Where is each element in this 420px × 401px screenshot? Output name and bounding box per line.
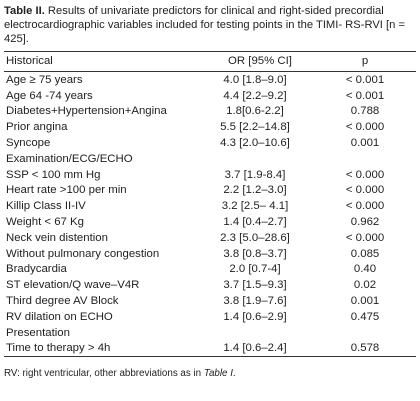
header-or-ci: OR [95% CI]: [228, 54, 292, 67]
header-rule: [4, 71, 416, 72]
footnote-end: .: [232, 368, 236, 380]
table-row: Without pulmonary congestion 3.8 [0.8–3.7…: [4, 246, 416, 262]
row-variable: ST elevation/Q wave–V4R: [6, 279, 140, 292]
row-variable: Third degree AV Block: [6, 295, 119, 308]
table-row: Presentation: [4, 325, 416, 341]
row-variable: Heart rate >100 per min: [6, 184, 127, 197]
row-variable: Without pulmonary congestion: [6, 247, 160, 260]
table-row: Age ≥ 75 years 4.0 [1.8–9.0] < 0.001: [4, 72, 416, 88]
row-or-ci: 2.3 [5.0–28.6]: [220, 231, 290, 244]
row-p-value: 0.475: [350, 310, 380, 323]
row-or-ci: 2.2 [1.2–3.0]: [223, 184, 287, 197]
row-variable: Time to therapy > 4h: [6, 342, 111, 355]
table-label: Table II.: [4, 5, 45, 17]
header-p: p: [361, 54, 369, 67]
row-p-value: < 0.001: [345, 73, 385, 86]
table-row: SSP < 100 mm Hg 3.7 [1.9-8.4] < 0.000: [4, 167, 416, 183]
row-p-value: < 0.001: [345, 89, 385, 102]
table-caption: Table II. Results of univariate predicto…: [4, 4, 416, 46]
row-variable: Killip Class II-IV: [6, 200, 86, 213]
row-variable: Age ≥ 75 years: [6, 73, 83, 86]
row-or-ci: 3.7 [1.9-8.4]: [224, 168, 286, 181]
footnote-ref: Table I: [203, 368, 233, 380]
table-row: Prior angina 5.5 [2.2–14.8] < 0.000: [4, 119, 416, 135]
row-or-ci: 3.2 [2.5– 4.1]: [221, 200, 289, 213]
row-or-ci: 3.8 [1.9–7.6]: [223, 295, 287, 308]
row-p-value: 0.02: [353, 279, 377, 292]
row-variable: Examination/ECG/ECHO: [6, 152, 133, 165]
header-historical: Historical: [6, 54, 53, 67]
row-p-value: < 0.000: [345, 184, 385, 197]
table-row: Age 64 -74 years 4.4 [2.2–9.2] < 0.001: [4, 88, 416, 104]
table-row: Heart rate >100 per min 2.2 [1.2–3.0] < 0.…: [4, 183, 416, 199]
table-row: Bradycardia 2.0 [0.7-4] 0.40: [4, 262, 416, 278]
row-p-value: 0.788: [350, 105, 380, 118]
row-variable: Diabetes+Hypertension+Angina: [6, 105, 167, 118]
table-row: Neck vein distention 2.3 [5.0–28.6] < 0.00…: [4, 230, 416, 246]
caption-text: Results of univariate predictors for cli…: [4, 5, 405, 45]
table-body: Age ≥ 75 years 4.0 [1.8–9.0] < 0.001 Age 64…: [4, 72, 416, 356]
row-variable: Syncope: [6, 137, 51, 150]
table-row: Third degree AV Block 3.8 [1.9–7.6] 0.001: [4, 293, 416, 309]
row-variable: Bradycardia: [6, 263, 67, 276]
row-p-value: < 0.000: [345, 168, 385, 181]
table-row: ST elevation/Q wave–V4R 3.7 [1.5–9.3] 0.02: [4, 277, 416, 293]
row-p-value: 0.962: [350, 216, 380, 229]
row-p-value: 0.001: [350, 137, 380, 150]
footnote-text: RV: right ventricular, other abbreviatio…: [4, 368, 204, 380]
row-variable: Prior angina: [6, 121, 68, 134]
table-figure: Table II. Results of univariate predicto…: [4, 4, 416, 379]
table-row: Killip Class II-IV 3.2 [2.5– 4.1] < 0.000: [4, 198, 416, 214]
row-p-value: < 0.000: [345, 121, 385, 134]
table-row: Time to therapy > 4h 1.4 [0.6–2.4] 0.578: [4, 341, 416, 357]
row-p-value: 0.001: [350, 295, 380, 308]
row-p-value: 0.085: [350, 247, 380, 260]
table-row: Syncope 4.3 [2.0–10.6] 0.001: [4, 135, 416, 151]
row-or-ci: 4.4 [2.2–9.2]: [223, 89, 287, 102]
table-row: RV dilation on ECHO 1.4 [0.6–2.9] 0.475: [4, 309, 416, 325]
table-row: Weight < 67 Kg 1.4 [0.4–2.7] 0.962: [4, 214, 416, 230]
row-variable: Neck vein distention: [6, 231, 108, 244]
table-row: Examination/ECG/ECHO: [4, 151, 416, 167]
row-p-value: < 0.000: [345, 231, 385, 244]
row-or-ci: 4.0 [1.8–9.0]: [223, 73, 287, 86]
row-or-ci: 1.4 [0.6–2.9]: [223, 310, 287, 323]
table-footnote: RV: right ventricular, other abbreviatio…: [4, 368, 416, 379]
top-rule: [4, 51, 416, 52]
row-or-ci: 4.3 [2.0–10.6]: [220, 137, 290, 150]
table-row: Diabetes+Hypertension+Angina 1.8[0.6-2.2]…: [4, 104, 416, 120]
row-variable: SSP < 100 mm Hg: [6, 168, 101, 181]
row-or-ci: 2.0 [0.7-4]: [229, 263, 281, 276]
row-or-ci: 3.7 [1.5–9.3]: [223, 279, 287, 292]
row-variable: Age 64 -74 years: [6, 89, 93, 102]
row-or-ci: 5.5 [2.2–14.8]: [220, 121, 290, 134]
row-variable: Weight < 67 Kg: [6, 216, 84, 229]
table-header: Historical OR [95% CI] p: [4, 52, 416, 71]
row-p-value: 0.40: [353, 263, 377, 276]
row-or-ci: 3.8 [0.8–3.7]: [223, 247, 287, 260]
row-variable: RV dilation on ECHO: [6, 310, 113, 323]
row-p-value: < 0.000: [345, 200, 385, 213]
row-p-value: 0.578: [350, 342, 380, 355]
row-variable: Presentation: [6, 326, 70, 339]
row-or-ci: 1.8[0.6-2.2]: [226, 105, 284, 118]
row-or-ci: 1.4 [0.6–2.4]: [223, 342, 287, 355]
bottom-rule: [4, 356, 416, 358]
row-or-ci: 1.4 [0.4–2.7]: [223, 216, 287, 229]
